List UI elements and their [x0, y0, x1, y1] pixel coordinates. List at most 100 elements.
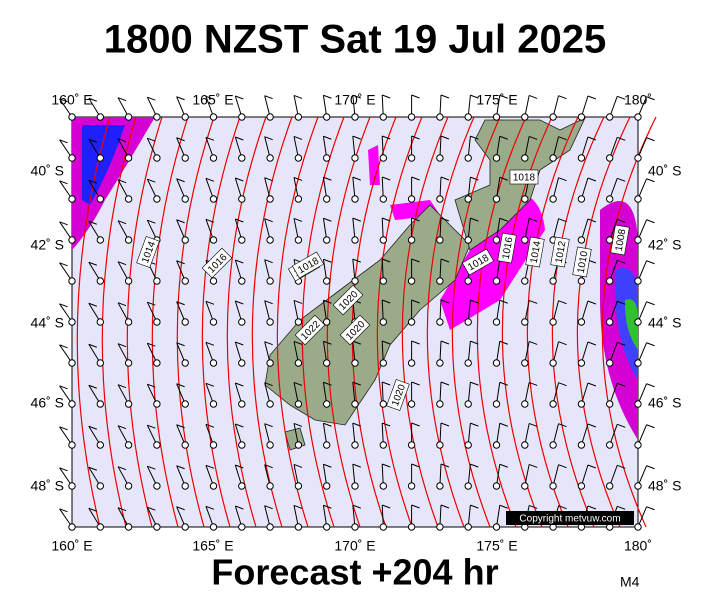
- station: [351, 359, 359, 367]
- barb-flag: [264, 95, 273, 100]
- station: [634, 277, 642, 285]
- station: [549, 154, 557, 162]
- station: [238, 236, 246, 244]
- station: [521, 113, 529, 121]
- barb-flag: [470, 299, 479, 304]
- station: [238, 154, 246, 162]
- station: [68, 441, 76, 449]
- barb-flag: [411, 340, 420, 345]
- map-code: M4: [620, 574, 640, 590]
- label-bg: [332, 284, 364, 316]
- station: [153, 400, 161, 408]
- station: [124, 195, 133, 203]
- barb-flag: [617, 259, 626, 264]
- right-lat-label: 42˚ S: [648, 237, 681, 253]
- barb-flag: [646, 465, 655, 470]
- station: [606, 277, 614, 285]
- station: [379, 400, 387, 408]
- barb-flag: [382, 381, 391, 386]
- copyright-bg: [506, 511, 634, 525]
- barb-flag: [205, 464, 215, 469]
- barb-flag: [264, 300, 273, 305]
- station: [294, 154, 303, 162]
- barb-flag: [176, 219, 185, 224]
- station: [577, 482, 586, 490]
- station: [606, 154, 614, 162]
- label-bg: [201, 247, 233, 279]
- isobar: [201, 116, 241, 528]
- isobar: [451, 116, 501, 528]
- station: [124, 441, 133, 449]
- barb-flag: [617, 464, 626, 469]
- barb-flag: [558, 505, 567, 510]
- station: [238, 441, 246, 449]
- station: [68, 154, 76, 162]
- left-lat-label: 40˚ S: [31, 163, 64, 179]
- barb-flag: [470, 217, 479, 222]
- barb-flag: [382, 94, 391, 99]
- station: [464, 318, 472, 326]
- bottom-lon-label: 170˚ E: [334, 538, 375, 554]
- station: [323, 359, 331, 367]
- station: [549, 277, 557, 285]
- station: [407, 236, 416, 244]
- barb-flag: [528, 299, 538, 304]
- top-lon-label: 175˚ E: [476, 92, 517, 108]
- station: [521, 154, 529, 162]
- barb-flag: [205, 95, 215, 100]
- barb-flag: [59, 508, 68, 513]
- barb-flag: [264, 341, 273, 346]
- barb-flag: [176, 424, 185, 429]
- barb-flag: [382, 463, 391, 468]
- barb-flag: [205, 177, 215, 182]
- station: [96, 277, 105, 285]
- station: [181, 482, 189, 490]
- barb-flag: [117, 466, 127, 471]
- barb-flag: [117, 220, 127, 225]
- left-lat-label: 42˚ S: [31, 237, 64, 253]
- barb-flag: [499, 94, 508, 99]
- barb-flag: [470, 176, 479, 181]
- station: [606, 195, 614, 203]
- station: [68, 113, 76, 121]
- station: [181, 359, 189, 367]
- station: [181, 441, 189, 449]
- station: [436, 318, 444, 326]
- station: [407, 195, 416, 203]
- station: [124, 400, 133, 408]
- barb-flag: [499, 504, 508, 509]
- station: [266, 195, 274, 203]
- barb-flag: [382, 258, 391, 263]
- barb-flag: [617, 423, 626, 428]
- barb-flag: [440, 258, 450, 263]
- isobar: [476, 116, 527, 528]
- barb-flag: [470, 463, 479, 468]
- barb-flag: [617, 300, 626, 305]
- copyright: Copyright metvuw.com: [519, 514, 620, 525]
- top-lon-label: 170˚ E: [334, 92, 375, 108]
- station: [153, 277, 161, 285]
- top-lon-label: 180˚: [624, 92, 652, 108]
- barb-flag: [176, 137, 185, 142]
- barb-flag: [147, 137, 156, 142]
- barb-flag: [587, 136, 597, 141]
- station: [634, 195, 642, 203]
- station: [351, 154, 359, 162]
- station: [266, 359, 274, 367]
- station: [379, 277, 387, 285]
- station: [351, 236, 359, 244]
- barb-flag: [147, 219, 156, 224]
- barb-flag: [587, 341, 597, 346]
- barb-flag: [117, 261, 127, 266]
- station: [124, 113, 133, 121]
- label-bg: [294, 314, 326, 346]
- barb-flag: [205, 341, 215, 346]
- barb-flag: [352, 258, 361, 263]
- isobar: [176, 116, 215, 528]
- barb-flag: [293, 504, 303, 509]
- barb-flag: [264, 464, 273, 469]
- barb-flag: [587, 423, 597, 428]
- isobar: [426, 116, 475, 528]
- barb-flag: [440, 422, 450, 427]
- station: [323, 523, 331, 531]
